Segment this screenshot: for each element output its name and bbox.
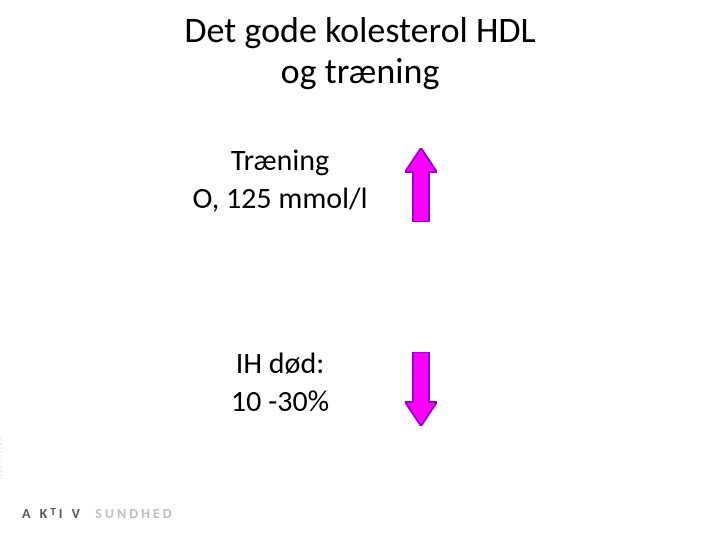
logo-p3: T bbox=[50, 505, 58, 518]
arrow-down-shape bbox=[405, 352, 437, 426]
logo-p1: A bbox=[22, 505, 33, 522]
title-line-2: og træning bbox=[281, 49, 440, 93]
block1-line-2: O, 125 mmol/l bbox=[193, 180, 368, 217]
title-line-1: Det gode kolesterol HDL bbox=[184, 8, 535, 52]
block1-line-1: Træning bbox=[231, 142, 329, 179]
side-label: TEKST · TEKST bbox=[0, 434, 4, 480]
logo-p6: SUNDHED bbox=[95, 505, 174, 522]
logo-p2: K bbox=[40, 505, 51, 522]
arrow-down-icon bbox=[405, 352, 437, 426]
arrow-up-shape bbox=[405, 148, 437, 222]
content-block-2: IH død: 10 -30% bbox=[0, 345, 560, 420]
logo-p5: V bbox=[72, 505, 83, 522]
slide: { "title": { "line1": "Det gode kolester… bbox=[0, 0, 720, 540]
block2-line-1: IH død: bbox=[236, 345, 324, 382]
content-block-1: Træning O, 125 mmol/l bbox=[0, 142, 560, 217]
arrow-up-icon bbox=[405, 148, 437, 222]
block2-line-2: 10 -30% bbox=[231, 383, 329, 420]
slide-title: Det gode kolesterol HDL og træning bbox=[0, 10, 720, 93]
logo-p4: I bbox=[59, 505, 66, 522]
logo: A KTI V SUNDHED bbox=[22, 505, 175, 522]
